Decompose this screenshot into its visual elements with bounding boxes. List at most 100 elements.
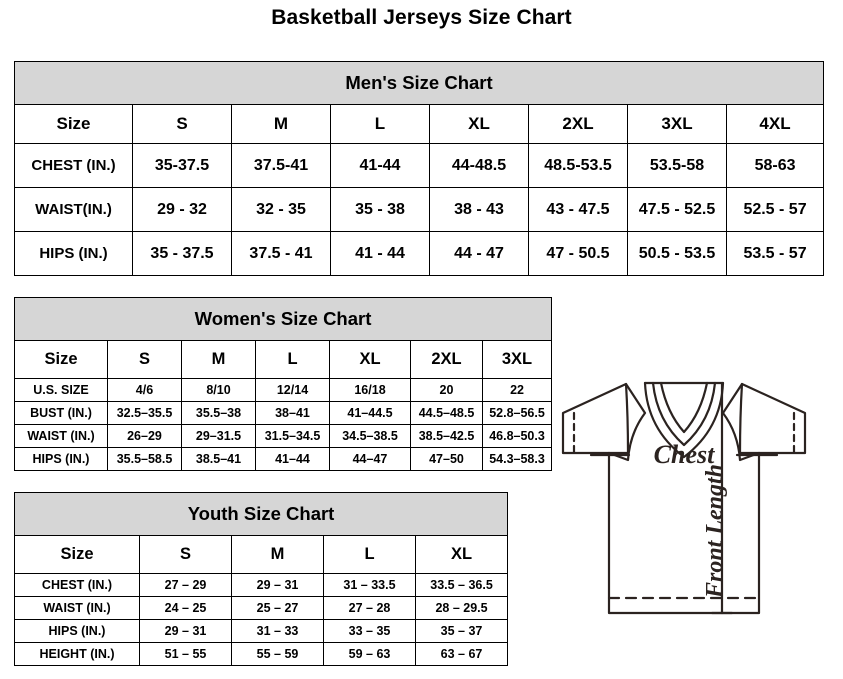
table-cell: 44 - 47 [429, 231, 529, 276]
womens-size-chart-table: Women's Size Chart Size S M L XL 2XL 3XL… [13, 297, 553, 471]
table-cell: 37.5 - 41 [231, 231, 331, 276]
table-cell: 33 – 35 [323, 619, 416, 643]
column-header: S [139, 535, 232, 574]
column-header: XL [414, 535, 509, 574]
table-caption-row: Men's Size Chart [13, 61, 825, 105]
table-cell: 38 - 43 [429, 187, 529, 232]
youth-chart-caption: Youth Size Chart [13, 492, 509, 536]
column-header: S [132, 104, 232, 144]
row-label: HIPS (IN.) [14, 447, 108, 471]
table-cell: 41–44.5 [329, 401, 411, 425]
table-cell: 47 - 50.5 [528, 231, 628, 276]
column-header: 3XL [481, 340, 553, 379]
right-sleeve-shape [721, 382, 807, 462]
table-cell: 55 – 59 [231, 642, 324, 666]
table-cell: 31 – 33 [231, 619, 324, 643]
table-cell: 35 – 37 [414, 619, 509, 643]
table-cell: 35 - 37.5 [132, 231, 232, 276]
row-label: HIPS (IN.) [14, 231, 133, 276]
table-cell: 53.5 - 57 [725, 231, 825, 276]
column-header: XL [429, 104, 529, 144]
table-cell: 44-48.5 [429, 143, 529, 188]
jersey-measurement-diagram: Chest Front Length [527, 355, 843, 655]
table-cell: 41 - 44 [330, 231, 430, 276]
womens-header-row: Size S M L XL 2XL 3XL [14, 340, 553, 379]
neckline-outer [643, 381, 725, 459]
table-cell: 47–50 [410, 447, 483, 471]
table-cell: 35.5–38 [181, 401, 256, 425]
table-row: CHEST (IN.) 27 – 29 29 – 31 31 – 33.5 33… [14, 573, 509, 597]
table-cell: 43 - 47.5 [528, 187, 628, 232]
table-cell: 41–44 [255, 447, 330, 471]
table-cell: 35 - 38 [330, 187, 430, 232]
womens-chart-caption: Women's Size Chart [13, 297, 553, 341]
row-label: U.S. SIZE [14, 378, 108, 402]
mens-chart-caption: Men's Size Chart [13, 61, 825, 105]
table-cell: 27 – 28 [323, 596, 416, 620]
row-label: HIPS (IN.) [14, 619, 140, 643]
table-cell: 59 – 63 [323, 642, 416, 666]
table-cell: 27 – 29 [139, 573, 232, 597]
table-cell: 38.5–42.5 [410, 424, 483, 448]
column-header: S [107, 340, 182, 379]
table-cell: 38.5–41 [181, 447, 256, 471]
column-header: M [181, 340, 256, 379]
table-cell: 22 [481, 378, 553, 402]
table-row: BUST (IN.) 32.5–35.5 35.5–38 38–41 41–44… [14, 401, 553, 425]
row-label: HEIGHT (IN.) [14, 642, 140, 666]
column-header: Size [14, 104, 133, 144]
table-cell: 32 - 35 [231, 187, 331, 232]
column-header: L [330, 104, 430, 144]
table-cell: 4/6 [107, 378, 182, 402]
table-cell: 12/14 [255, 378, 330, 402]
table-cell: 31.5–34.5 [255, 424, 330, 448]
table-cell: 58-63 [725, 143, 825, 188]
left-shoulder-seam [624, 382, 630, 455]
chest-label: Chest [654, 440, 715, 469]
table-caption-row: Youth Size Chart [13, 492, 509, 536]
table-cell: 16/18 [329, 378, 411, 402]
table-cell: 54.3–58.3 [481, 447, 553, 471]
mens-header-row: Size S M L XL 2XL 3XL 4XL [14, 104, 825, 144]
table-cell: 47.5 - 52.5 [627, 187, 727, 232]
column-header: M [231, 535, 324, 574]
table-row: HEIGHT (IN.) 51 – 55 55 – 59 59 – 63 63 … [14, 642, 509, 666]
column-header: Size [14, 535, 140, 574]
table-cell: 29–31.5 [181, 424, 256, 448]
column-header: L [323, 535, 416, 574]
table-row: CHEST (IN.) 35-37.5 37.5-41 41-44 44-48.… [14, 143, 825, 188]
table-row: WAIST (IN.) 26–29 29–31.5 31.5–34.5 34.5… [14, 424, 553, 448]
table-cell: 53.5-58 [627, 143, 727, 188]
table-cell: 24 – 25 [139, 596, 232, 620]
table-cell: 35-37.5 [132, 143, 232, 188]
jersey-body-shape [607, 451, 761, 615]
table-cell: 50.5 - 53.5 [627, 231, 727, 276]
table-row: HIPS (IN.) 29 – 31 31 – 33 33 – 35 35 – … [14, 619, 509, 643]
table-cell: 28 – 29.5 [414, 596, 509, 620]
table-cell: 44.5–48.5 [410, 401, 483, 425]
right-shoulder-seam [738, 382, 744, 455]
table-cell: 35.5–58.5 [107, 447, 182, 471]
table-cell: 37.5-41 [231, 143, 331, 188]
front-length-label: Front Length [702, 464, 728, 599]
table-row: U.S. SIZE 4/6 8/10 12/14 16/18 20 22 [14, 378, 553, 402]
table-cell: 29 – 31 [139, 619, 232, 643]
column-header: 4XL [725, 104, 825, 144]
table-row: WAIST (IN.) 24 – 25 25 – 27 27 – 28 28 –… [14, 596, 509, 620]
neckline-inner [659, 381, 709, 434]
table-cell: 44–47 [329, 447, 411, 471]
table-caption-row: Women's Size Chart [13, 297, 553, 341]
table-cell: 32.5–35.5 [107, 401, 182, 425]
row-label: CHEST (IN.) [14, 143, 133, 188]
column-header: 2XL [410, 340, 483, 379]
mens-size-chart-table: Men's Size Chart Size S M L XL 2XL 3XL 4… [13, 61, 825, 276]
page-title: Basketball Jerseys Size Chart [271, 6, 572, 29]
table-cell: 31 – 33.5 [323, 573, 416, 597]
table-cell: 25 – 27 [231, 596, 324, 620]
row-label: CHEST (IN.) [14, 573, 140, 597]
youth-size-chart-table: Youth Size Chart Size S M L XL CHEST (IN… [13, 492, 509, 666]
table-cell: 51 – 55 [139, 642, 232, 666]
row-label: WAIST(IN.) [14, 187, 133, 232]
row-label: BUST (IN.) [14, 401, 108, 425]
